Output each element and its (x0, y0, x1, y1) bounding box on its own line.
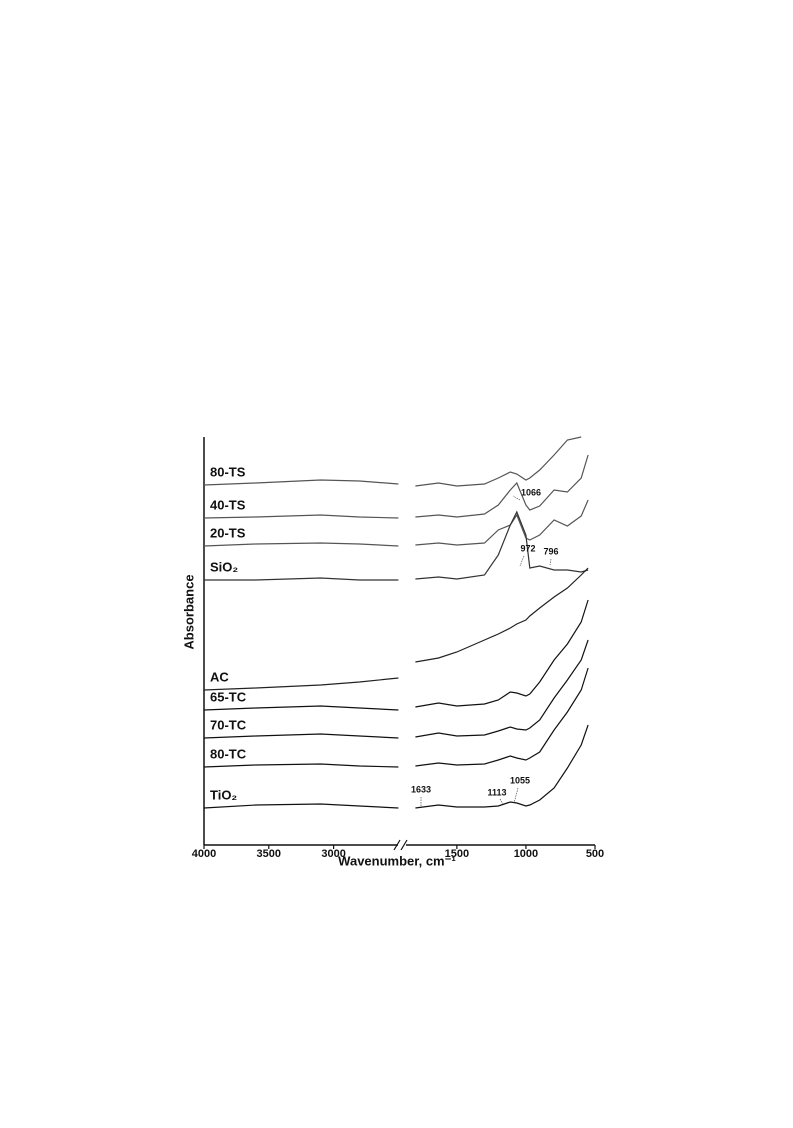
peak-annotation: 1055 (510, 775, 530, 785)
x-axis-label: Wavenumber, cm⁻¹ (338, 853, 456, 868)
annotation-leader (513, 787, 519, 804)
peak-annotation: 972 (520, 543, 535, 553)
spectrum-line (203, 454, 589, 519)
series-label: 40-TS (210, 497, 246, 512)
annotation-leader (549, 558, 552, 566)
annotation-leader (519, 555, 525, 567)
x-tick-label: 1000 (514, 848, 538, 860)
series-label: TiO₂ (210, 787, 237, 802)
axis-break (393, 839, 401, 851)
series-label: 65-TC (210, 689, 247, 704)
series-label: 80-TS (210, 464, 246, 479)
peak-annotation: 1113 (487, 787, 506, 797)
spectrum-line (203, 499, 589, 547)
peak-annotation: 1066 (521, 487, 541, 497)
spectrum-line (203, 724, 589, 809)
x-tick-label: 1500 (445, 848, 469, 860)
spectrum-line (203, 599, 589, 711)
y-axis-label: Absorbance (181, 574, 196, 649)
x-tick-label: 500 (586, 848, 604, 860)
axis-break (400, 839, 408, 851)
series-label: 20-TS (210, 525, 246, 540)
series-label: 80-TC (210, 746, 247, 761)
series-label: AC (210, 669, 229, 684)
spectrum-line (204, 510, 589, 581)
series-label: 70-TC (210, 717, 247, 732)
spectrum-line (203, 567, 589, 691)
x-tick-label: 3000 (321, 848, 345, 860)
x-tick-label: 4000 (192, 848, 216, 860)
spectrum-line (203, 667, 589, 768)
spectrum-line (203, 639, 589, 739)
peak-annotation: 796 (543, 546, 558, 556)
annotation-leader (512, 495, 521, 501)
series-label: SiO₂ (210, 559, 238, 574)
peak-annotation: 1633 (411, 784, 431, 794)
spectrum-line (203, 436, 582, 487)
annotation-leader (499, 798, 504, 805)
x-tick-label: 3500 (257, 848, 281, 860)
